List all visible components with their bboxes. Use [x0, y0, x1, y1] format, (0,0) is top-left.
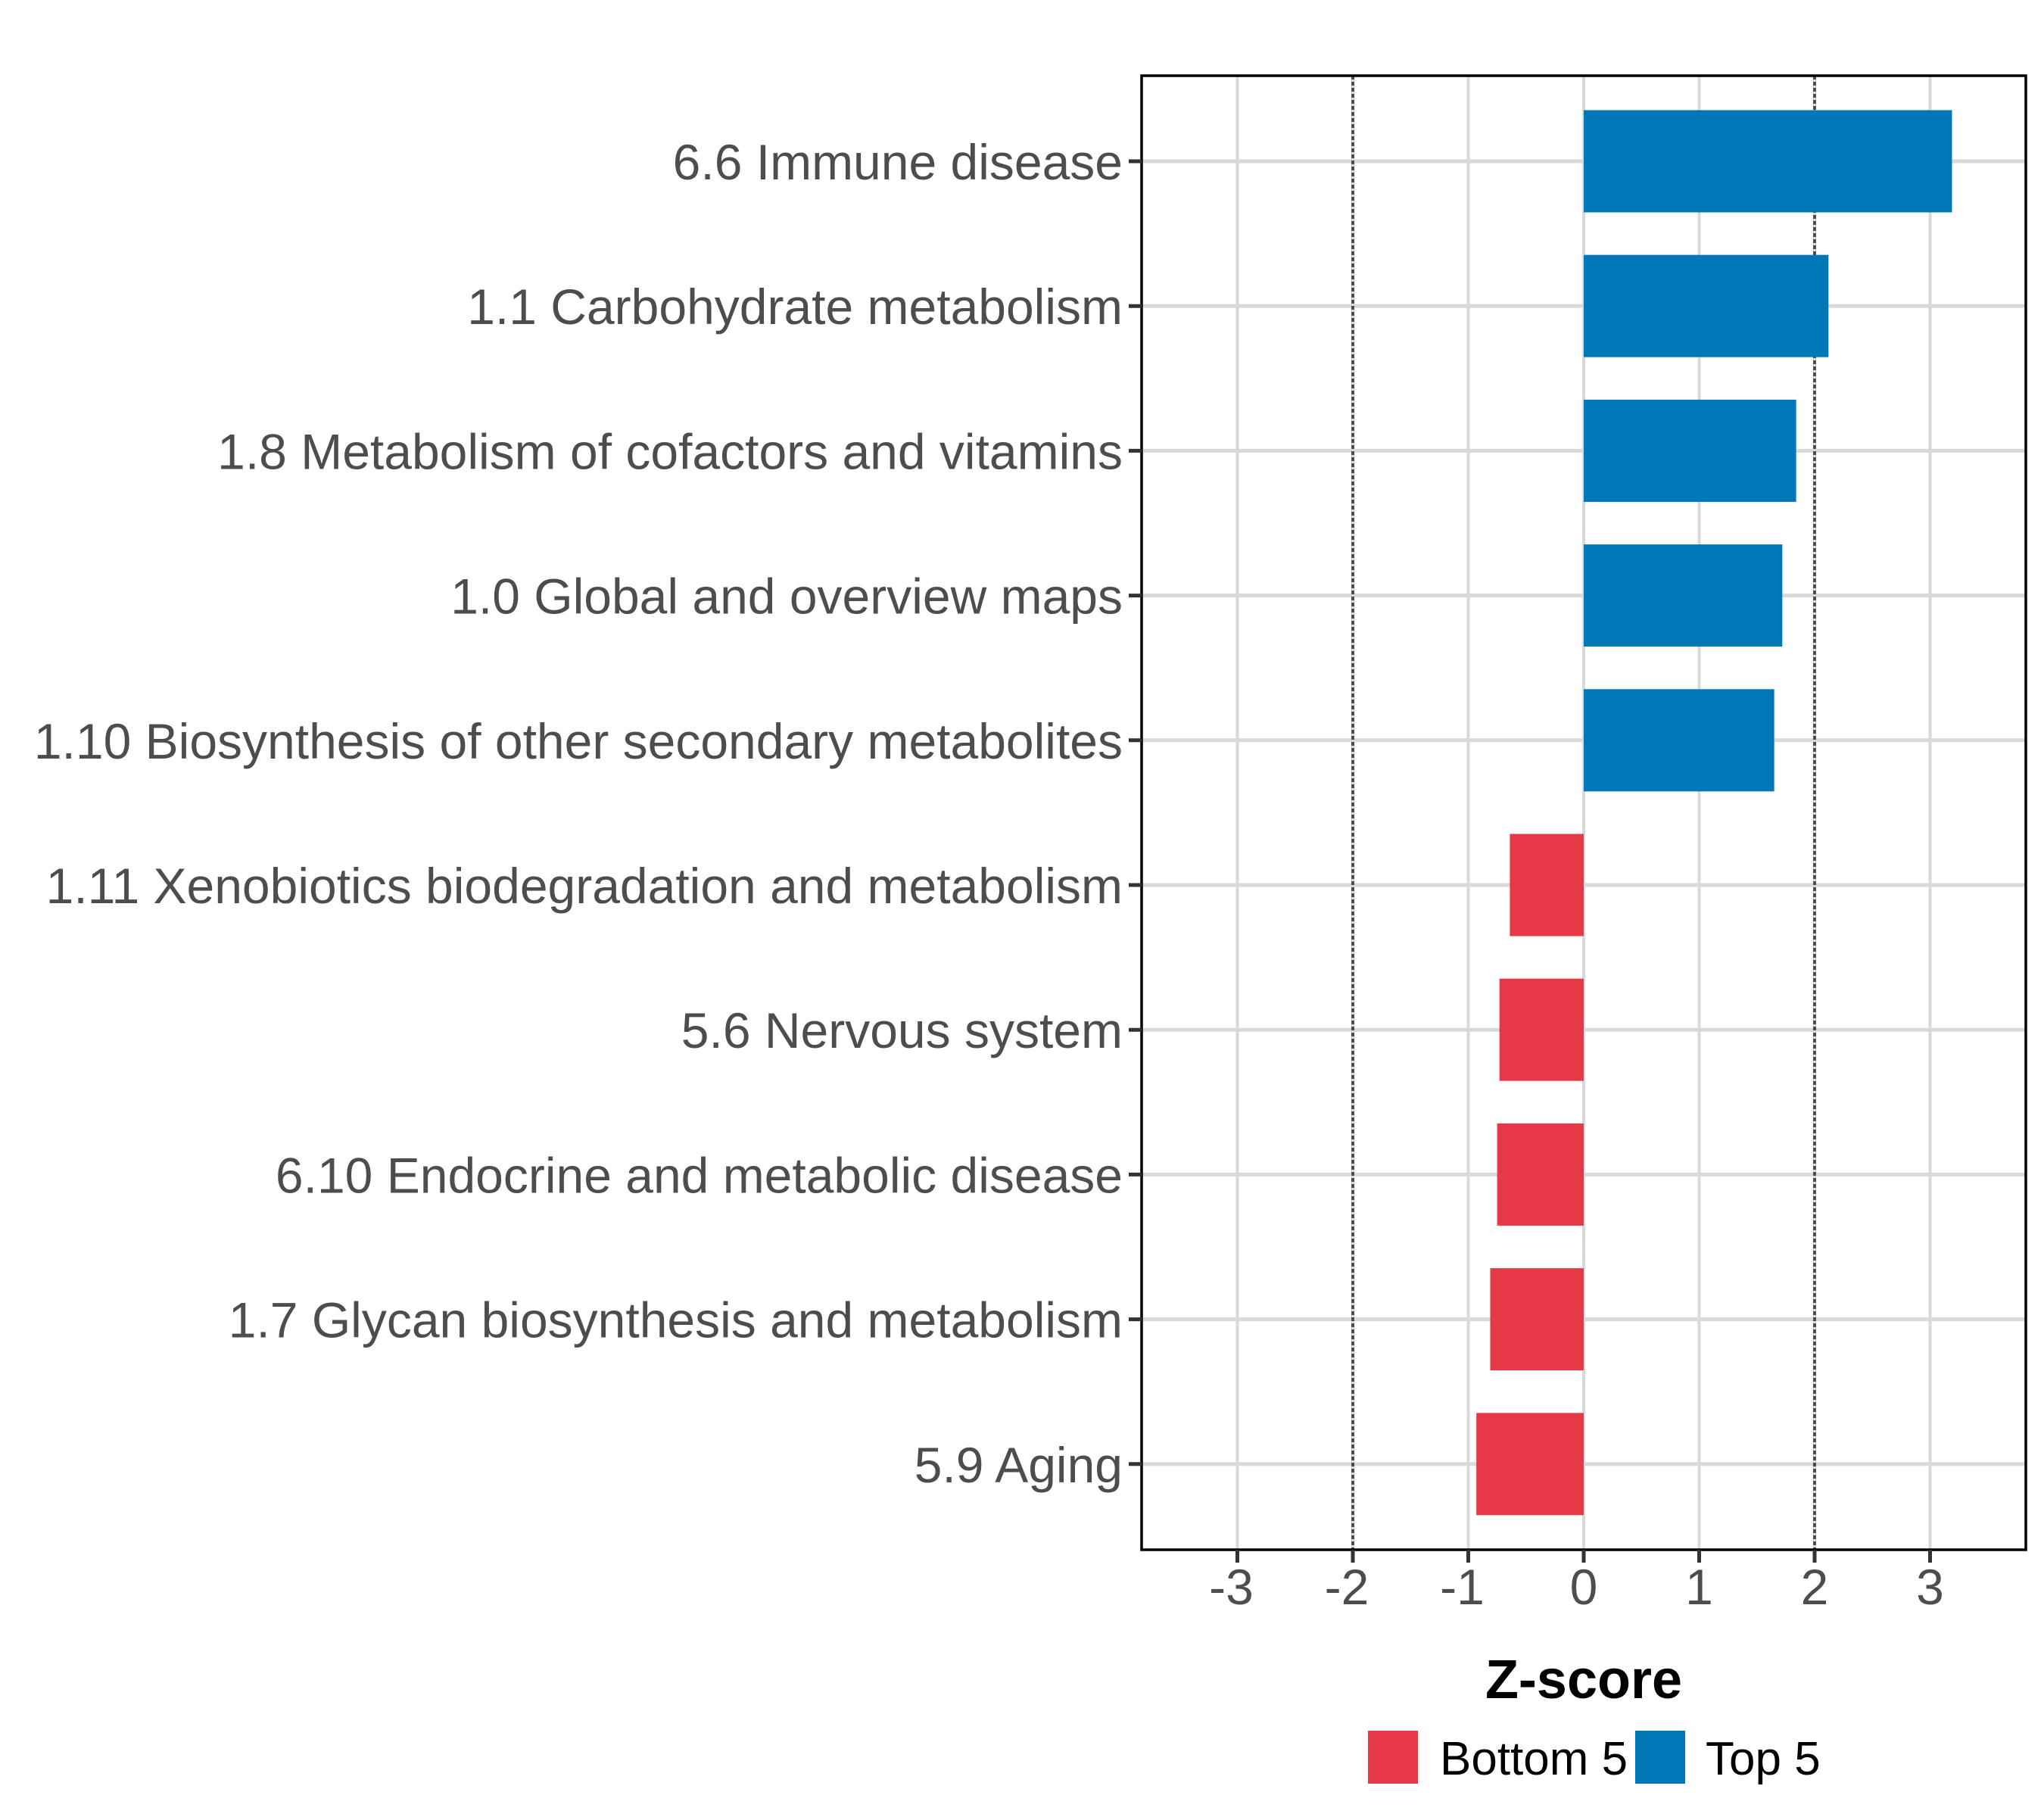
legend-swatch-bottom-5	[1368, 1731, 1418, 1784]
y-label-1-11-xenobiotics-biodegradation-and-metabolism: 1.11 Xenobiotics biodegradation and meta…	[46, 858, 1123, 914]
y-axis-labels: 6.6 Immune disease 1.1 Carbohydrate metab…	[34, 134, 1123, 1493]
x-axis-title: Z-score	[1485, 1650, 1682, 1710]
y-label-1-8-metabolism-of-cofactors-and-vitamins: 1.8 Metabolism of cofactors and vitamins	[217, 423, 1123, 479]
y-label-1-1-carbohydrate-metabolism: 1.1 Carbohydrate metabolism	[467, 279, 1123, 335]
bar-1-8-metabolism-of-cofactors-and-vitamins	[1584, 399, 1796, 502]
x-tick-label: 2	[1801, 1559, 1829, 1615]
x-tick-label: 1	[1685, 1559, 1713, 1615]
y-label-1-0-global-and-overview-maps: 1.0 Global and overview maps	[450, 569, 1123, 625]
y-label-1-10-biosynthesis-of-other-secondary-metabolites: 1.10 Biosynthesis of other secondary met…	[34, 713, 1123, 769]
x-tick-label: 3	[1916, 1559, 1944, 1615]
bar-1-10-biosynthesis-of-other-secondary-metabolites	[1584, 689, 1774, 792]
y-label-5-9-aging: 5.9 Aging	[915, 1437, 1123, 1493]
y-label-5-6-nervous-system: 5.6 Nervous system	[681, 1002, 1123, 1058]
y-label-1-7-glycan-biosynthesis-and-metabolism: 1.7 Glycan biosynthesis and metabolism	[229, 1292, 1123, 1348]
x-tick-label: -3	[1209, 1559, 1254, 1615]
bar-5-9-aging	[1476, 1413, 1584, 1516]
y-label-6-6-immune-disease: 6.6 Immune disease	[673, 134, 1123, 190]
y-label-6-10-endocrine-and-metabolic-disease: 6.10 Endocrine and metabolic disease	[276, 1147, 1123, 1203]
x-axis-labels: -3 -2 -1 0 1 2 3	[1209, 1559, 1944, 1615]
bar-6-6-immune-disease	[1584, 110, 1952, 213]
legend: Bottom 5 Top 5	[1368, 1731, 1821, 1785]
bar-1-7-glycan-biosynthesis-and-metabolism	[1490, 1268, 1584, 1371]
x-tick-label: -2	[1325, 1559, 1369, 1615]
x-axis-ticks	[1235, 1550, 1932, 1563]
bars	[1476, 110, 1952, 1516]
bar-1-0-global-and-overview-maps	[1584, 544, 1783, 647]
bar-1-11-xenobiotics-biodegradation-and-metabolism	[1510, 834, 1584, 937]
x-tick-label: 0	[1570, 1559, 1598, 1615]
bar-5-6-nervous-system	[1499, 978, 1584, 1081]
x-tick-label: -1	[1440, 1559, 1485, 1615]
legend-label-top-5: Top 5	[1706, 1733, 1821, 1785]
bar-6-10-endocrine-and-metabolic-disease	[1497, 1123, 1584, 1226]
y-axis-ticks	[1129, 159, 1142, 1466]
legend-swatch-top-5	[1635, 1731, 1685, 1784]
legend-label-bottom-5: Bottom 5	[1440, 1733, 1628, 1785]
bar-1-1-carbohydrate-metabolism	[1584, 254, 1829, 357]
